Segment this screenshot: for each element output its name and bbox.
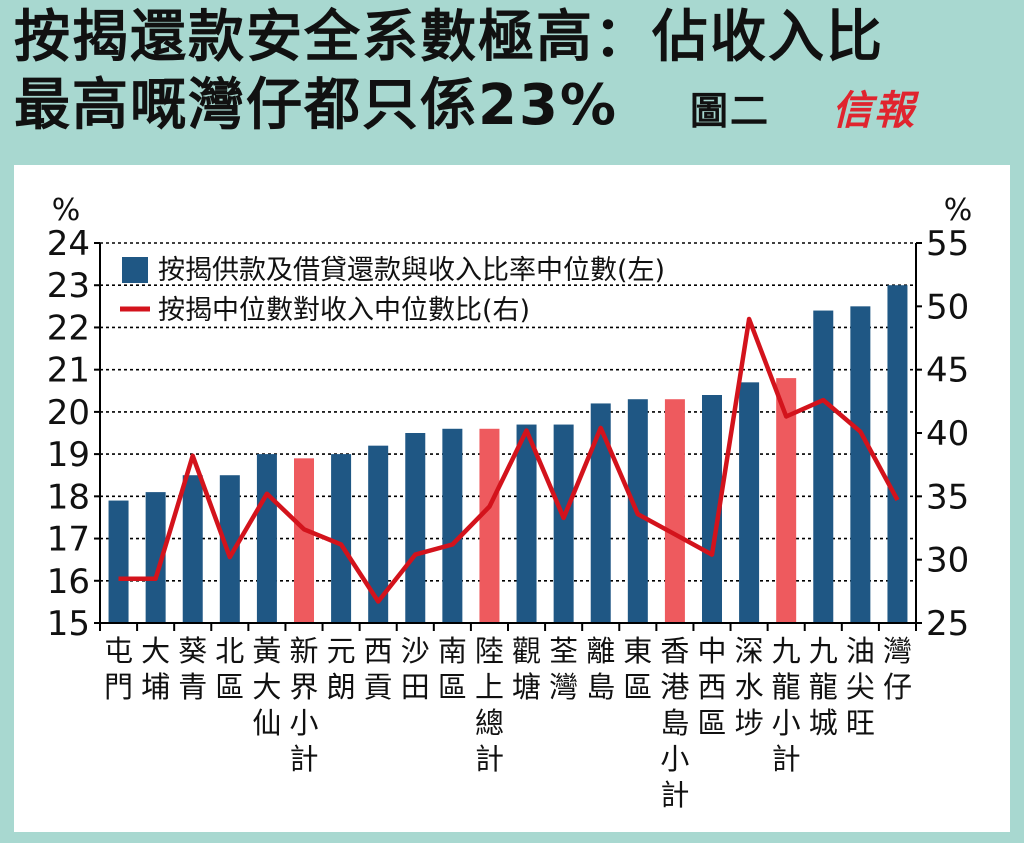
category-label: 荃灣 — [549, 634, 578, 704]
left-tick-label: 24 — [47, 224, 90, 264]
left-tick-label: 19 — [47, 435, 90, 475]
bar — [887, 285, 908, 623]
bar — [776, 378, 797, 623]
category-label: 大埔 — [141, 634, 170, 704]
left-tick-label: 15 — [47, 604, 90, 644]
bar — [442, 428, 463, 623]
bar — [294, 458, 314, 623]
ratio-line — [118, 316, 900, 604]
right-tick-label: 25 — [926, 604, 969, 644]
left-tick-label: 23 — [47, 266, 90, 306]
left-tick-label: 22 — [47, 308, 90, 348]
bar — [145, 492, 166, 623]
category-label: 陸上總計 — [475, 634, 504, 776]
bar — [664, 399, 685, 623]
figure-label: 圖二 — [690, 89, 771, 133]
right-tick-label: 40 — [926, 414, 969, 454]
category-label: 新界小計 — [289, 634, 318, 776]
left-tick-label: 16 — [47, 562, 90, 602]
category-label: 中西區 — [697, 634, 726, 740]
headline: 按揭還款安全系數極高：佔收入比 最高嘅灣仔都只係23% 圖二 信報 — [14, 4, 1014, 145]
left-axis-unit: % — [52, 193, 81, 228]
bar — [702, 395, 722, 623]
bar — [850, 306, 871, 623]
bar — [368, 445, 389, 623]
bar — [479, 428, 500, 623]
category-label: 西貢 — [364, 634, 393, 704]
bar — [405, 433, 426, 623]
category-label: 北區 — [215, 634, 244, 704]
left-tick-label: 20 — [47, 393, 90, 433]
bar — [219, 475, 240, 623]
bar — [256, 454, 277, 623]
category-label: 元朗 — [327, 634, 356, 704]
bar — [108, 500, 129, 623]
bar — [739, 382, 760, 623]
bar — [182, 475, 203, 623]
category-label: 屯門 — [104, 634, 133, 704]
headline-line2-row: 最高嘅灣仔都只係23% 圖二 信報 — [14, 72, 1014, 145]
left-tick-label: 21 — [47, 351, 90, 391]
category-label: 九龍城 — [809, 634, 838, 740]
right-tick-label: 45 — [926, 351, 969, 391]
headline-line2: 最高嘅灣仔都只係23% — [14, 73, 619, 138]
category-label: 黃大仙 — [252, 634, 281, 740]
bar — [331, 454, 352, 623]
category-label: 九龍小計 — [772, 634, 801, 776]
right-axis-unit: % — [944, 193, 973, 228]
category-label: 灣仔 — [883, 634, 912, 704]
right-tick-label: 50 — [926, 287, 969, 327]
bar — [516, 424, 537, 623]
category-label: 香港島小計 — [660, 634, 689, 812]
category-label: 東區 — [623, 634, 652, 704]
right-tick-label: 35 — [926, 477, 969, 517]
category-label: 離島 — [586, 634, 615, 704]
legend-bar-label: 按揭供款及借貸還款與收入比率中位數(左) — [158, 255, 665, 286]
left-tick-label: 18 — [47, 477, 90, 517]
bar — [590, 403, 611, 623]
category-label: 深水埗 — [735, 634, 764, 740]
legend-bar-swatch — [122, 257, 148, 283]
left-tick-label: 17 — [47, 520, 90, 560]
right-tick-label: 55 — [926, 224, 969, 264]
category-label: 沙田 — [401, 634, 430, 704]
category-label: 觀塘 — [512, 634, 541, 704]
right-tick-label: 30 — [926, 541, 969, 581]
publisher-logo: 信報 — [832, 87, 917, 134]
category-label: 葵青 — [178, 634, 207, 704]
legend-line-label: 按揭中位數對收入中位數比(右) — [158, 295, 530, 326]
bar — [813, 310, 834, 623]
headline-line1: 按揭還款安全系數極高：佔收入比 — [14, 5, 884, 70]
category-label: 南區 — [438, 634, 467, 704]
category-label: 油尖旺 — [846, 634, 875, 740]
chart-panel: 15 16 17 18 19 20 21 22 23 24 25 30 35 40 45 50 55%% 屯門 大埔… — [14, 165, 1010, 832]
bar — [553, 424, 574, 623]
